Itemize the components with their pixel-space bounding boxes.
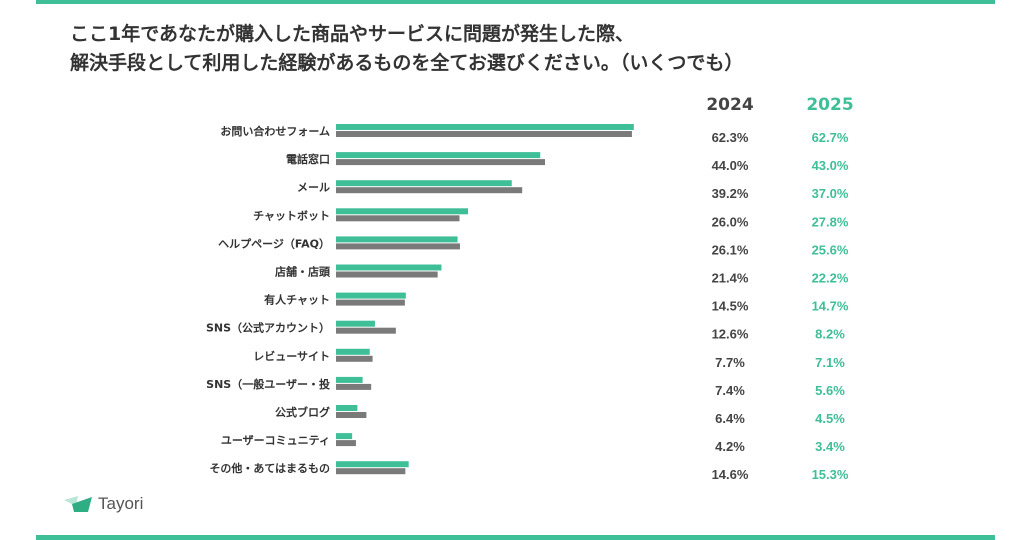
bar-2024 [336, 215, 460, 222]
bar-2024 [336, 159, 545, 166]
category-label: SNS（一般ユーザー・投 [206, 377, 330, 391]
value-label-2024: 4.2% [715, 439, 745, 454]
bar-2025 [336, 152, 541, 159]
value-label-2025: 37.0% [812, 186, 849, 201]
bottom-accent-bar [36, 535, 995, 540]
bar-2024 [336, 327, 396, 334]
bar-2024 [336, 187, 523, 194]
value-label-2025: 5.6% [815, 383, 845, 398]
value-label-2024: 14.5% [712, 299, 749, 314]
category-label: SNS（公式アカウント） [206, 321, 330, 335]
bar-2025 [336, 320, 375, 327]
bar-2025 [336, 376, 363, 383]
bar-2024 [336, 355, 373, 362]
category-label: ユーザーコミュニティ [221, 434, 330, 447]
value-label-2025: 15.3% [812, 467, 849, 482]
top-accent-bar [36, 0, 995, 4]
bar-2025 [336, 348, 370, 355]
title-line-1: ここ1年であなたが購入した商品やサービスに問題が発生した際、 [70, 23, 635, 45]
value-label-2024: 21.4% [712, 271, 749, 286]
category-label: レビューサイト [253, 349, 330, 363]
value-label-2024: 7.4% [715, 383, 745, 398]
value-label-2024: 14.6% [712, 467, 749, 482]
category-label: 電話窓口 [286, 152, 330, 166]
chart-title: ここ1年であなたが購入した商品やサービスに問題が発生した際、 解決手段として利用… [70, 20, 743, 78]
bar-2025 [336, 208, 469, 215]
value-label-2024: 12.6% [712, 327, 749, 342]
title-line-2: 解決手段として利用した経験があるものを全てお選びください。（いくつでも） [70, 52, 744, 74]
value-label-2025: 3.4% [815, 439, 845, 454]
value-label-2024: 6.4% [715, 411, 745, 426]
value-label-2024: 26.1% [712, 242, 749, 257]
bar-2025 [336, 236, 458, 243]
category-label: その他・あてはまるもの [209, 461, 330, 475]
tayori-logo: Tayori [64, 494, 143, 514]
bar-2024 [336, 243, 460, 250]
value-label-2025: 22.2% [812, 271, 849, 286]
category-label: 公式ブログ [275, 405, 330, 419]
category-label: お問い合わせフォーム [220, 124, 330, 138]
logo-text: Tayori [98, 494, 144, 513]
bar-2024 [336, 440, 356, 447]
bar-2025 [336, 292, 406, 299]
bar-2024 [336, 131, 632, 137]
value-label-2024: 39.2% [712, 186, 749, 201]
header-2025: 2025 [806, 95, 854, 115]
bar-2024 [336, 412, 367, 418]
value-label-2024: 26.0% [712, 214, 749, 229]
bar-2025 [336, 124, 634, 130]
bar-2024 [336, 468, 406, 475]
bar-2025 [336, 264, 442, 271]
bar-2024 [336, 383, 372, 390]
category-label: ヘルプページ（FAQ） [218, 236, 330, 250]
category-label: チャットボット [253, 208, 330, 222]
value-label-2025: 43.0% [812, 158, 849, 173]
bar-2025 [336, 405, 358, 411]
bar-2024 [336, 271, 438, 278]
value-label-2024: 44.0% [712, 158, 749, 173]
header-2024: 2024 [706, 95, 754, 115]
value-label-2025: 27.8% [812, 214, 849, 229]
value-label-2025: 4.5% [815, 411, 845, 426]
bar-2025 [336, 180, 512, 187]
value-label-2025: 7.1% [815, 355, 845, 370]
category-label: 店舗・店頭 [275, 265, 331, 279]
value-label-2025: 62.7% [812, 130, 849, 145]
bar-2025 [336, 461, 409, 468]
value-label-2025: 8.2% [815, 327, 845, 342]
bar-2025 [336, 433, 353, 440]
bar-2024 [336, 299, 405, 306]
category-label: メール [297, 181, 330, 194]
value-label-2025: 14.7% [812, 299, 849, 314]
value-label-2024: 62.3% [712, 130, 749, 145]
value-label-2025: 25.6% [812, 242, 849, 257]
logo-icon [64, 496, 92, 512]
category-label: 有人チャット [264, 293, 330, 307]
value-label-2024: 7.7% [715, 355, 745, 370]
